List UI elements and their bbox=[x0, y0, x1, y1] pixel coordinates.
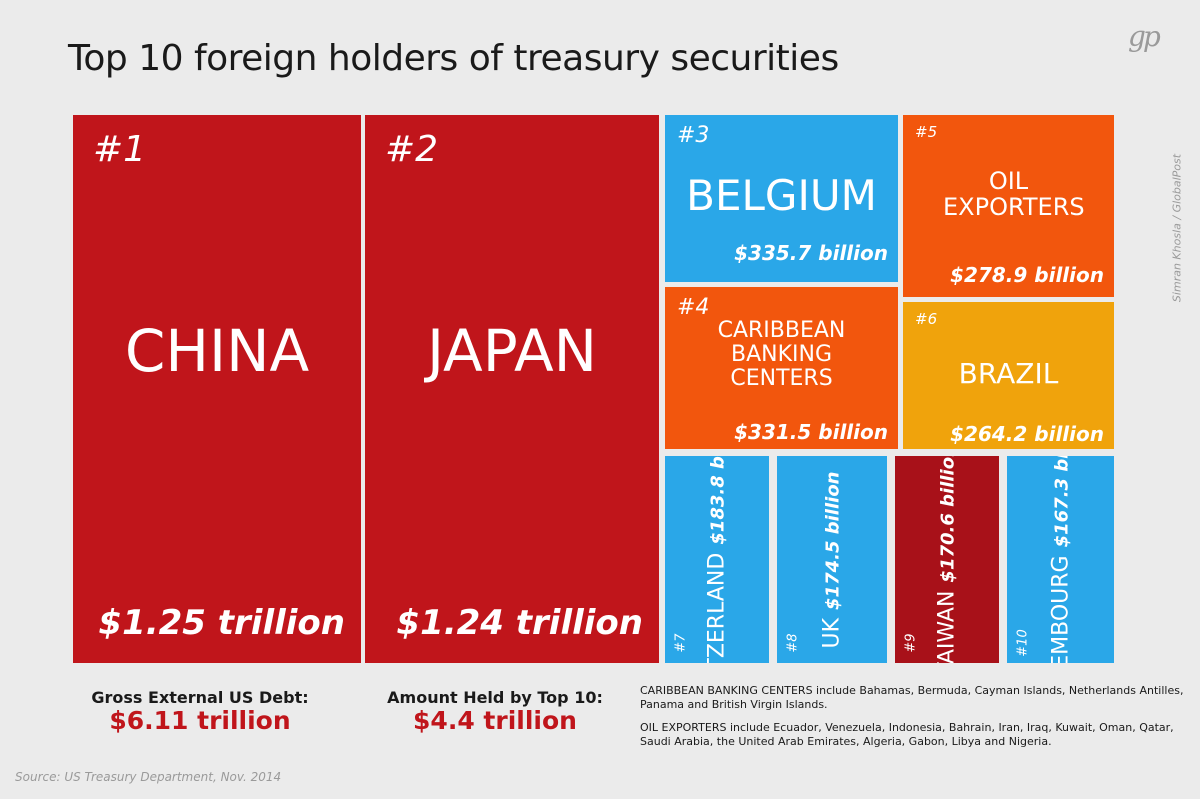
note-caribbean: CARIBBEAN BANKING CENTERS include Bahama… bbox=[640, 684, 1184, 712]
tile-belgium: #3 BELGIUM $335.7 billion bbox=[665, 115, 898, 282]
tile-rank: #3 bbox=[677, 123, 710, 148]
tile-label-group: UK $174.5 billion bbox=[820, 471, 845, 648]
tile-taiwan: TAIWAN $170.6 billion #9 bbox=[895, 456, 999, 663]
tile-caribbean-banking-centers: #4 CARIBBEAN BANKING CENTERS $331.5 billio… bbox=[665, 287, 898, 449]
tile-name: UK bbox=[819, 617, 845, 649]
tile-brazil: #6 BRAZIL $264.2 billion bbox=[903, 302, 1114, 449]
tile-switzerland: SWITZERLAND $183.8 billion #7 bbox=[665, 456, 769, 663]
source-note: Source: US Treasury Department, Nov. 201… bbox=[15, 770, 282, 784]
tile-rank: #7 bbox=[673, 633, 689, 653]
tile-japan: #2 JAPAN $1.24 trillion bbox=[365, 115, 659, 663]
tile-rank: #5 bbox=[915, 123, 938, 141]
tile-luxembourg: LUXEMBOURG $167.3 billion #10 bbox=[1007, 456, 1114, 663]
tile-value: $174.5 billion bbox=[822, 470, 844, 610]
credit-text: Simran Khosla / GlobalPost bbox=[1170, 153, 1184, 303]
tile-uk: UK $174.5 billion #8 bbox=[777, 456, 887, 663]
tile-rank: #6 bbox=[915, 310, 938, 328]
tile-oil-exporters: #5 OIL EXPORTERS $278.9 billion bbox=[903, 115, 1114, 297]
globalpost-logo: gp bbox=[1128, 20, 1161, 53]
tile-value: $278.9 billion bbox=[950, 263, 1104, 287]
tile-name: SWITZERLAND bbox=[704, 552, 730, 663]
tile-rank: #10 bbox=[1015, 629, 1031, 657]
top10-label: Amount Held by Top 10: bbox=[387, 688, 603, 707]
top10-value: $4.4 trillion bbox=[413, 706, 577, 735]
tile-value: $264.2 billion bbox=[950, 422, 1104, 446]
tile-rank: #2 bbox=[385, 129, 439, 170]
tile-name: CARIBBEAN BANKING CENTERS bbox=[717, 318, 846, 391]
tile-rank: #8 bbox=[785, 633, 801, 653]
gross-debt-value: $6.11 trillion bbox=[109, 706, 291, 735]
tile-name: BRAZIL bbox=[958, 357, 1059, 390]
tile-value: $335.7 billion bbox=[734, 241, 888, 265]
tile-value: $1.24 trillion bbox=[396, 603, 643, 643]
tile-name: BELGIUM bbox=[686, 171, 877, 220]
tile-value: $170.6 billion bbox=[937, 456, 959, 583]
tile-name: LUXEMBOURG bbox=[1048, 554, 1073, 663]
tile-rank: #9 bbox=[903, 633, 919, 653]
tile-name: TAIWAN bbox=[934, 590, 960, 663]
tile-name: CHINA bbox=[124, 317, 310, 385]
tile-label-group: TAIWAN $170.6 billion bbox=[935, 456, 960, 663]
tile-label-group: LUXEMBOURG $167.3 billion bbox=[1048, 456, 1073, 663]
tile-label-group: SWITZERLAND $183.8 billion bbox=[705, 456, 730, 663]
note-oil-exporters: OIL EXPORTERS include Ecuador, Venezuela… bbox=[640, 721, 1174, 749]
tile-rank: #4 bbox=[677, 295, 710, 320]
tile-name: OIL EXPORTERS bbox=[943, 167, 1085, 221]
tile-value: $331.5 billion bbox=[734, 420, 888, 444]
gross-debt-label: Gross External US Debt: bbox=[91, 688, 309, 707]
tile-value: $167.3 billion bbox=[1051, 456, 1072, 547]
tile-rank: #1 bbox=[93, 129, 147, 170]
tile-name: JAPAN bbox=[426, 317, 598, 385]
chart-title: Top 10 foreign holders of treasury secur… bbox=[68, 38, 839, 79]
tile-china: #1 CHINA $1.25 trillion bbox=[73, 115, 361, 663]
tile-value: $1.25 trillion bbox=[98, 603, 345, 643]
tile-value: $183.8 billion bbox=[707, 456, 729, 545]
